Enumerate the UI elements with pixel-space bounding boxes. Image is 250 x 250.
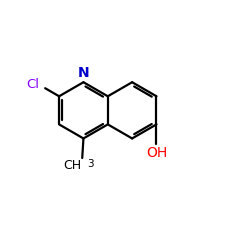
Text: 3: 3 [88,159,94,169]
Text: CH: CH [63,159,81,172]
Text: Cl: Cl [26,78,40,90]
Text: OH: OH [146,146,168,160]
Text: N: N [78,66,89,80]
